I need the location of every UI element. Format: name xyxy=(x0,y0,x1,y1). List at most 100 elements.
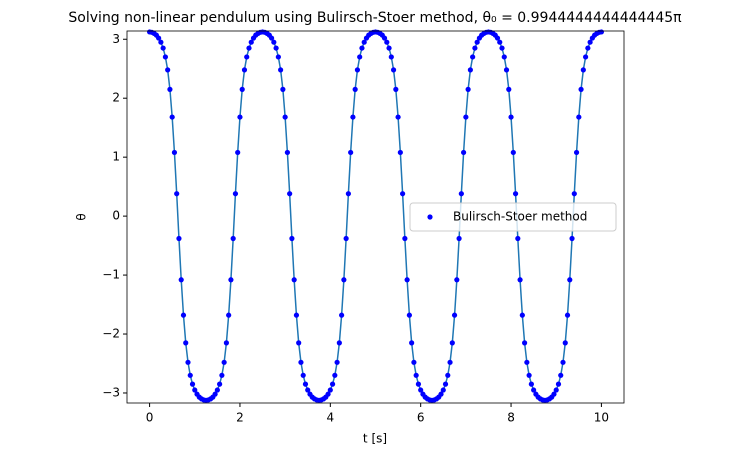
point xyxy=(289,235,295,242)
point xyxy=(402,235,408,242)
point xyxy=(280,86,286,92)
y-tick-label: −3 xyxy=(102,385,120,399)
point xyxy=(305,387,311,393)
point xyxy=(348,149,354,156)
point xyxy=(352,86,358,92)
point xyxy=(397,149,403,156)
point xyxy=(499,45,505,51)
point xyxy=(169,114,175,120)
point xyxy=(325,391,331,397)
point xyxy=(298,359,304,365)
y-tick-label: 3 xyxy=(112,32,120,46)
plot-frame xyxy=(126,30,625,404)
point xyxy=(187,372,193,378)
point xyxy=(300,372,306,378)
point xyxy=(171,149,178,156)
point xyxy=(223,340,229,346)
point xyxy=(587,39,593,45)
legend-marker xyxy=(427,214,433,220)
point xyxy=(388,54,394,60)
point xyxy=(180,312,187,318)
point xyxy=(339,312,345,318)
point xyxy=(165,67,171,73)
point xyxy=(284,149,290,156)
point xyxy=(415,381,422,387)
x-tick-label: 0 xyxy=(146,411,154,425)
point xyxy=(571,191,577,197)
y-tick-label: 2 xyxy=(112,91,120,105)
point xyxy=(384,39,390,45)
point xyxy=(440,387,446,393)
point xyxy=(237,114,243,120)
point xyxy=(449,340,455,346)
point xyxy=(510,149,516,156)
point xyxy=(185,359,191,365)
point xyxy=(438,391,444,397)
point xyxy=(474,39,480,45)
point xyxy=(244,54,250,60)
point xyxy=(526,372,532,378)
point xyxy=(451,312,458,318)
point xyxy=(519,312,525,318)
x-tick-label: 2 xyxy=(236,411,244,425)
point xyxy=(409,340,415,346)
point xyxy=(381,35,388,41)
point xyxy=(501,54,507,60)
point xyxy=(278,67,284,73)
point xyxy=(442,381,449,387)
point xyxy=(246,45,252,51)
point xyxy=(174,191,180,197)
point xyxy=(467,67,473,73)
point xyxy=(296,340,302,346)
point xyxy=(354,67,361,73)
point xyxy=(287,191,293,197)
point xyxy=(357,54,363,60)
point xyxy=(564,312,571,318)
point xyxy=(332,372,338,378)
point xyxy=(515,235,521,242)
x-tick-label: 8 xyxy=(507,411,515,425)
point xyxy=(189,381,196,387)
point xyxy=(183,340,189,346)
point xyxy=(461,149,467,156)
y-axis-label: θ xyxy=(75,213,89,220)
point xyxy=(248,39,254,45)
point xyxy=(167,86,173,92)
x-tick-label: 10 xyxy=(594,411,609,425)
y-tick-label: −1 xyxy=(102,268,120,282)
chart-title: Solving non-linear pendulum using Bulirs… xyxy=(68,10,682,26)
legend-box xyxy=(409,202,617,232)
point xyxy=(472,45,478,51)
legend-label: Bulirsch-Stoer method xyxy=(453,210,587,224)
point xyxy=(219,372,225,378)
point xyxy=(343,235,349,242)
point xyxy=(217,381,223,387)
point xyxy=(458,191,464,197)
point xyxy=(508,114,514,120)
point xyxy=(576,114,582,120)
point xyxy=(268,35,275,41)
point xyxy=(558,372,564,378)
point xyxy=(400,191,406,197)
point xyxy=(158,39,164,45)
y-tick-label: 0 xyxy=(112,209,120,223)
point xyxy=(555,381,562,387)
point xyxy=(578,86,584,92)
point xyxy=(522,340,528,346)
point xyxy=(562,340,568,346)
point xyxy=(463,114,469,120)
point xyxy=(454,277,460,283)
point xyxy=(212,391,218,397)
point xyxy=(465,86,471,92)
point xyxy=(359,45,365,51)
point xyxy=(235,149,241,156)
x-tick-label: 6 xyxy=(417,411,425,425)
point xyxy=(567,277,573,283)
point xyxy=(291,277,297,283)
point xyxy=(221,359,227,365)
point xyxy=(327,387,333,393)
point xyxy=(239,86,245,92)
point xyxy=(524,359,530,365)
point xyxy=(553,387,559,393)
